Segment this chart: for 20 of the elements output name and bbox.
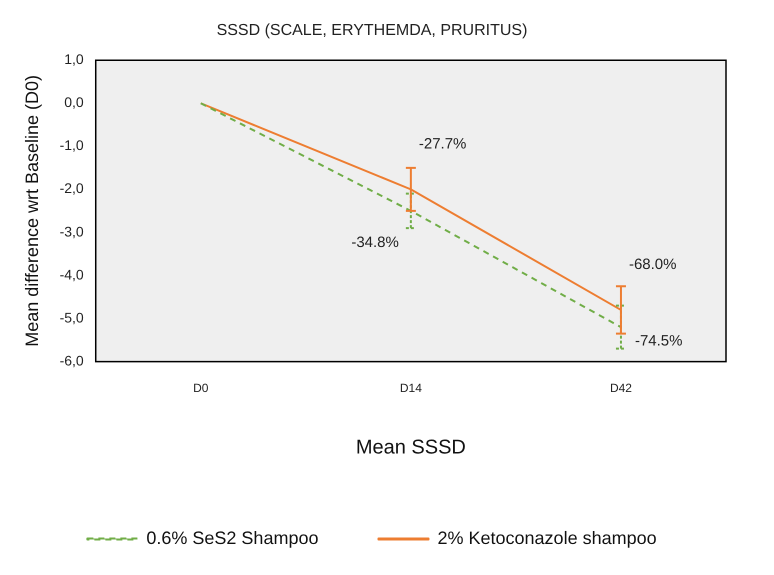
y-tick-label: -4,0: [60, 266, 84, 282]
annotation: -27.7%: [418, 136, 466, 153]
legend-label: 0.6% SeS2 Shampoo: [146, 528, 318, 548]
y-tick-label: -1,0: [60, 137, 84, 154]
y-tick-label: -5,0: [60, 309, 84, 326]
y-tick-label: 1,0: [64, 51, 84, 68]
y-tick-label: 0,0: [64, 94, 84, 110]
annotation: -74.5%: [634, 332, 682, 350]
chart-title: SSSD (SCALE, ERYTHEMDA, PRURITUS): [216, 22, 528, 40]
x-tick-label: D0: [193, 381, 209, 396]
x-tick-label: D42: [610, 381, 632, 396]
y-tick-label: -3,0: [60, 223, 84, 240]
y-tick-label: -6,0: [60, 352, 84, 368]
y-tick-label: -2,0: [60, 180, 84, 196]
x-axis-title: Mean SSSD: [356, 436, 466, 459]
legend-label: 2% Ketoconazole shampoo: [437, 528, 657, 548]
y-axis-title: Mean difference wrt Baseline (D0): [22, 75, 42, 347]
annotation: -68.0%: [628, 256, 676, 274]
x-tick-label: D14: [400, 381, 422, 396]
annotation: -34.8%: [351, 234, 399, 252]
